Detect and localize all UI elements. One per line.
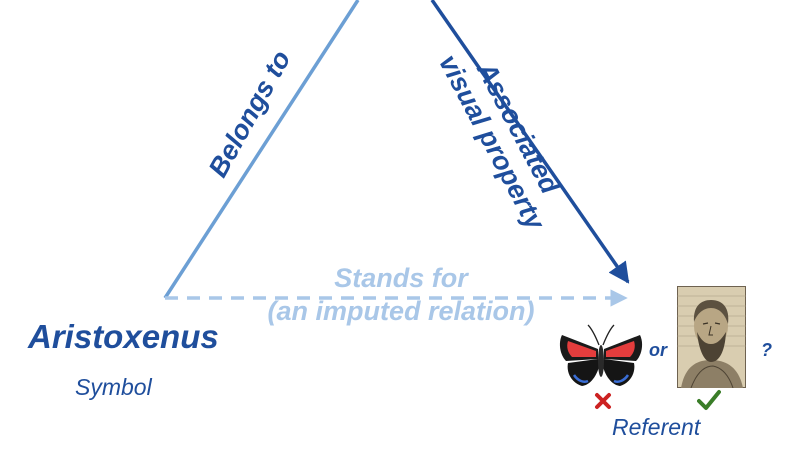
butterfly-image bbox=[558, 323, 644, 389]
referent-or-text: or bbox=[649, 340, 667, 360]
edge-associated-line bbox=[430, 0, 630, 284]
edge-stands-for-label: Stands for (an imputed relation) bbox=[236, 262, 566, 328]
cross-icon bbox=[594, 392, 612, 410]
referent-question-mark: ? bbox=[761, 340, 772, 360]
edge-belongs-to-line bbox=[163, 0, 360, 299]
check-icon bbox=[697, 389, 721, 411]
symbol-caption: Symbol bbox=[75, 374, 152, 400]
edge-stands-for-line2: (an imputed relation) bbox=[267, 296, 535, 326]
edge-stands-for-line1: Stands for bbox=[334, 263, 468, 293]
referent-caption: Referent bbox=[612, 414, 701, 440]
symbol-name: Aristoxenus bbox=[28, 318, 219, 355]
portrait-image bbox=[677, 286, 746, 389]
